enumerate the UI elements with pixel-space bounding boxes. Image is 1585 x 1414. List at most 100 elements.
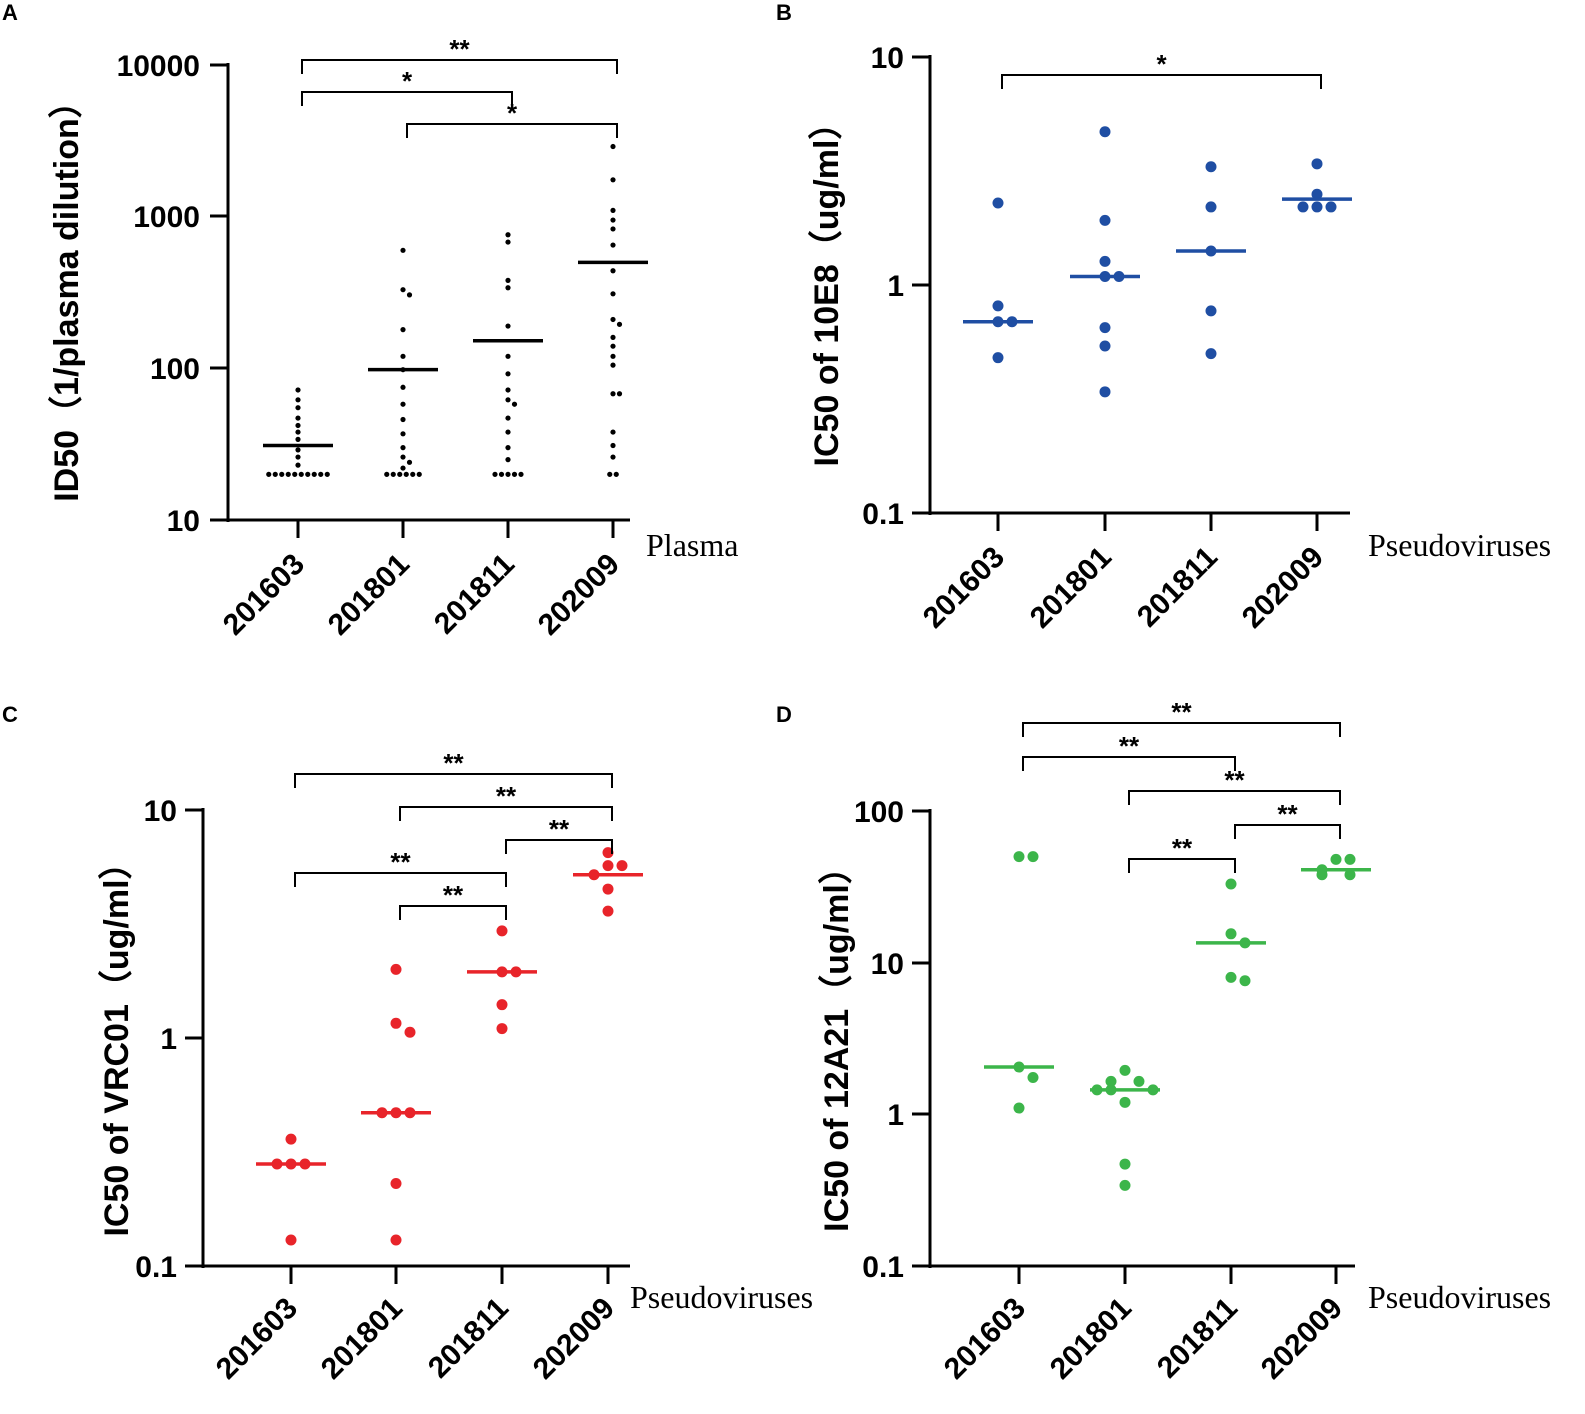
panel-d-point-2-4 (1239, 975, 1251, 987)
panel-a-significance-bracket-1 (301, 91, 513, 106)
panel-c-ytick-label-1: 1 (160, 1023, 177, 1056)
panel-a-limit-point-1-4 (410, 471, 416, 477)
panel-a-point-3-14 (610, 391, 616, 397)
panel-c-significance-label-0: ** (443, 748, 464, 778)
panel-a-ytick-label-2: 1000 (133, 201, 200, 234)
panel-a-category-label-3: 202009 (532, 548, 626, 642)
panel-b-point-1-7 (1099, 386, 1111, 398)
panel-a-point-2-2 (505, 277, 511, 283)
panel-d-significance-bracket-4 (1128, 858, 1236, 873)
panel-b-category-label-3: 202009 (1236, 541, 1330, 635)
panel-a-point-3-12 (610, 353, 616, 359)
panel-a-point-2-6 (505, 371, 511, 377)
panel-d-point-0-1 (1027, 851, 1039, 863)
panel-d-ytick-label-2: 10 (871, 948, 904, 981)
panel-d-ytick-label-0: 0.1 (862, 1251, 904, 1284)
panel-a-point-3-1 (610, 177, 616, 183)
panel-a-point-3-7 (610, 291, 616, 297)
panel-a-category-label-2: 201811 (428, 548, 521, 641)
panel-d-marks: ** ** ** ** ** (984, 697, 1371, 1191)
panel-a-point-1-3 (400, 327, 406, 333)
panel-a-point-1-9 (400, 431, 406, 437)
panel-a-point-1-12 (406, 459, 413, 465)
panel-c-point-0-4 (285, 1234, 297, 1246)
panel-b-point-2-0 (1205, 161, 1217, 173)
panel-a-point-3-10 (610, 334, 616, 340)
panel-c-ytick-label-0: 0.1 (135, 1251, 177, 1284)
panel-a-limit-point-2-2 (505, 471, 511, 477)
panel-a-point-1-2 (406, 292, 413, 298)
panel-c-category-label-3: 202009 (527, 1292, 621, 1386)
panel-c-significance-bracket-4 (399, 905, 507, 920)
panel-a-letter: A (2, 0, 18, 25)
panel-a-point-0-0 (295, 387, 301, 393)
panel-b-y-title-wrap: IC50 of 10E8（ug/ml） (807, 106, 846, 467)
panel-d-point-0-3 (1027, 1071, 1039, 1083)
panel-b-point-2-1 (1205, 201, 1217, 213)
panel-b-point-0-4 (992, 352, 1004, 364)
panel-c-x-label: Pseudoviruses (630, 1279, 813, 1315)
panel-d-point-1-0 (1119, 1064, 1131, 1076)
panel-c-y-title: IC50 of VRC01（ug/ml） (97, 845, 136, 1236)
panel-a-point-3-8 (610, 316, 616, 323)
panel-c-significance-label-3: ** (390, 847, 411, 877)
panel-b-point-1-1 (1099, 214, 1111, 226)
panel-a-point-1-8 (400, 416, 406, 423)
panel-d-point-0-4 (1013, 1102, 1025, 1114)
panel-a-limit-point-2-4 (518, 471, 524, 477)
panel-a-point-2-0 (505, 232, 511, 238)
panel-d-significance-label-3: ** (1277, 799, 1298, 829)
panel-d-point-3-1 (1344, 853, 1356, 865)
panel-a-point-0-1 (295, 397, 301, 403)
panel-c-point-1-1 (390, 1017, 402, 1029)
panel-a-limit-point-3-1 (613, 471, 619, 477)
panel-d-point-0-0 (1013, 851, 1025, 863)
panel-a-limit-point-0-0 (266, 471, 272, 477)
panel-b-y-title: IC50 of 10E8（ug/ml） (807, 106, 846, 467)
panel-d-point-1-7 (1119, 1158, 1131, 1170)
panel-a-point-2-4 (505, 323, 511, 329)
panel-d-point-2-0 (1225, 878, 1237, 890)
panel-d-point-1-6 (1119, 1096, 1131, 1108)
panel-a-limit-point-3-0 (607, 471, 613, 477)
panel-a-point-1-4 (400, 353, 406, 359)
panel-a-significance-bracket-0 (301, 59, 618, 74)
panel-d-significance-bracket-2 (1128, 790, 1341, 805)
panel-d-significance-bracket-3 (1234, 824, 1341, 839)
panel-b-ytick-label-0: 0.1 (862, 498, 904, 531)
panel-a-point-3-17 (610, 442, 616, 449)
panel-c-significance-label-4: ** (443, 880, 464, 910)
panel-c-category-label-2: 201811 (422, 1292, 515, 1385)
panel-a-point-1-1 (400, 287, 406, 293)
panel-d-category-label-1: 201801 (1044, 1292, 1138, 1386)
panel-c-point-3-0 (602, 847, 614, 859)
panel-b: B IC50 of 10E8（ug/ml） 0.1 1 10 201603 20… (776, 0, 1551, 635)
panel-a-point-3-9 (616, 321, 623, 327)
panel-a-limit-point-2-0 (492, 471, 498, 477)
panel-a-y-title: ID50（1/plasma dilution） (47, 84, 86, 502)
panel-c-ytick-label-2: 10 (144, 795, 177, 828)
panel-d-significance-label-2: ** (1224, 765, 1245, 795)
panel-a-point-2-7 (505, 387, 511, 393)
panel-c-marks: ** ** ** ** ** (256, 748, 643, 1246)
panel-d-significance-label-1: ** (1119, 731, 1140, 761)
panel-d-y-title: IC50 of 12A21（ug/ml） (817, 850, 856, 1232)
panel-a-point-3-6 (610, 268, 616, 274)
panel-a-limit-point-0-9 (324, 471, 330, 477)
panel-a-point-1-10 (400, 445, 406, 451)
panel-a-limit-point-0-5 (298, 471, 304, 477)
panel-b-point-1-2 (1099, 255, 1111, 267)
panel-a-limit-point-0-3 (285, 471, 291, 477)
panel-a-point-3-18 (610, 454, 616, 460)
panel-a-limit-point-1-1 (390, 471, 396, 477)
panel-d-point-3-0 (1330, 853, 1342, 865)
panel-d-point-3-4 (1316, 869, 1328, 881)
panel-a-point-0-2 (295, 405, 301, 411)
panel-a-significance-bracket-2 (406, 123, 618, 138)
panel-a-point-0-6 (295, 436, 301, 442)
panel-d-significance-bracket-1 (1022, 756, 1236, 771)
panel-c-letter: C (2, 702, 18, 727)
panel-a-point-3-4 (610, 226, 616, 232)
panel-d-point-3-3 (1344, 869, 1356, 881)
panel-b-significance-bracket-0 (1001, 74, 1322, 89)
